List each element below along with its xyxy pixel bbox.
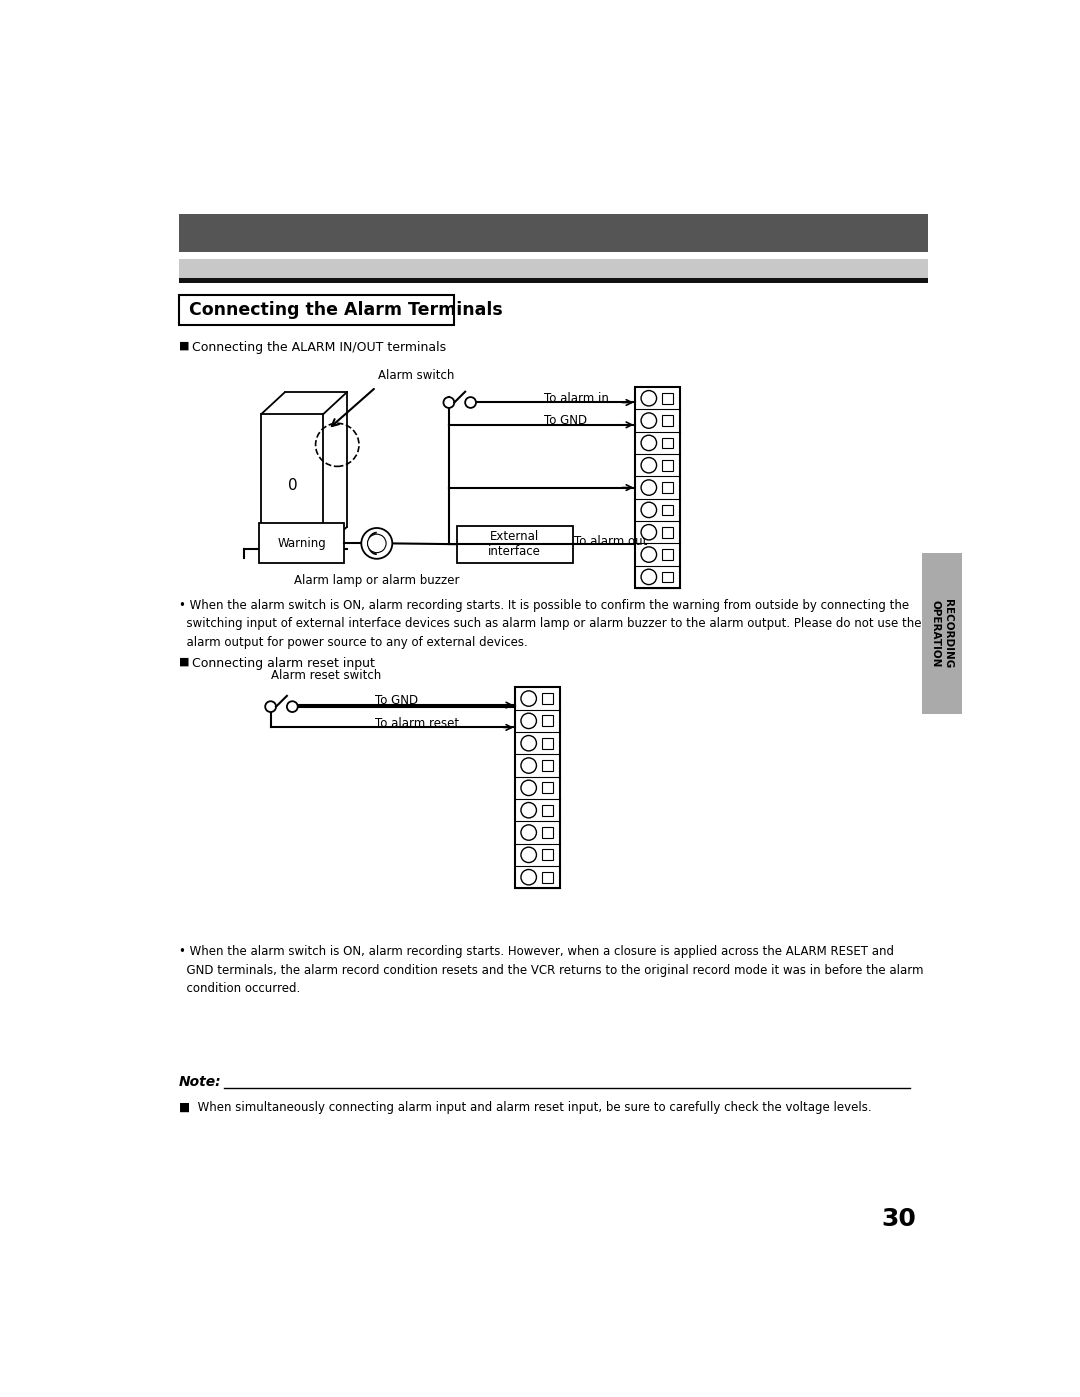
Circle shape [642,436,657,451]
Bar [662,482,673,493]
Bar [662,549,673,560]
Circle shape [367,534,387,553]
Bar [179,278,928,284]
Text: RECORDING
OPERATION: RECORDING OPERATION [931,599,953,668]
Text: 30: 30 [881,1207,916,1231]
Bar [635,387,679,588]
Text: Warning: Warning [278,536,326,550]
Bar [542,715,553,726]
Circle shape [642,481,657,496]
Text: Connecting the ALARM IN/OUT terminals: Connecting the ALARM IN/OUT terminals [191,341,446,353]
Text: ■: ■ [179,657,190,666]
Circle shape [642,502,657,518]
Bar [662,393,673,404]
Text: ■  When simultaneously connecting alarm input and alarm reset input, be sure to : ■ When simultaneously connecting alarm i… [179,1101,872,1113]
Text: To alarm out: To alarm out [575,535,648,548]
Text: Connecting the Alarm Terminals: Connecting the Alarm Terminals [189,302,503,319]
Bar [261,414,323,549]
Bar [542,872,553,883]
Circle shape [521,824,537,840]
Circle shape [521,780,537,795]
Text: Note:: Note: [179,1074,221,1088]
Text: External
interface: External interface [488,531,541,559]
Circle shape [521,802,537,817]
Circle shape [362,528,392,559]
Text: To GND: To GND [375,694,418,707]
Text: Alarm lamp or alarm buzzer: Alarm lamp or alarm buzzer [294,574,460,587]
Text: To alarm in: To alarm in [544,391,609,405]
Circle shape [521,714,537,729]
Circle shape [521,735,537,752]
Bar [662,460,673,471]
Bar [179,295,455,326]
Bar [542,827,553,838]
Circle shape [521,692,537,707]
Bar [515,687,559,888]
Bar [542,760,553,771]
Bar [542,738,553,749]
Circle shape [521,757,537,774]
Circle shape [642,546,657,562]
Text: Alarm switch: Alarm switch [378,369,454,381]
Circle shape [642,391,657,407]
Bar [542,782,553,793]
Text: 0: 0 [287,478,297,493]
Circle shape [642,458,657,474]
Circle shape [287,701,298,712]
Text: Alarm reset switch: Alarm reset switch [271,669,381,682]
Circle shape [266,701,276,712]
Bar [457,525,572,563]
Bar [179,214,928,253]
Text: ■: ■ [179,341,190,351]
Bar [662,504,673,515]
Circle shape [642,414,657,429]
Bar [921,553,962,714]
Text: To alarm reset: To alarm reset [375,717,459,729]
Circle shape [642,569,657,584]
Bar [662,415,673,426]
Bar [259,524,345,563]
Bar [542,849,553,861]
Bar [179,258,928,278]
Circle shape [444,397,455,408]
Text: Connecting alarm reset input: Connecting alarm reset input [191,657,375,669]
Text: • When the alarm switch is ON, alarm recording starts. However, when a closure i: • When the alarm switch is ON, alarm rec… [179,946,923,995]
Circle shape [521,847,537,862]
Text: To GND: To GND [544,414,588,427]
Bar [542,693,553,704]
Circle shape [521,869,537,884]
Bar [662,437,673,448]
Bar [662,571,673,583]
Circle shape [642,524,657,539]
Bar [542,805,553,816]
Circle shape [465,397,476,408]
Bar [662,527,673,538]
Text: • When the alarm switch is ON, alarm recording starts. It is possible to confirm: • When the alarm switch is ON, alarm rec… [179,599,921,648]
